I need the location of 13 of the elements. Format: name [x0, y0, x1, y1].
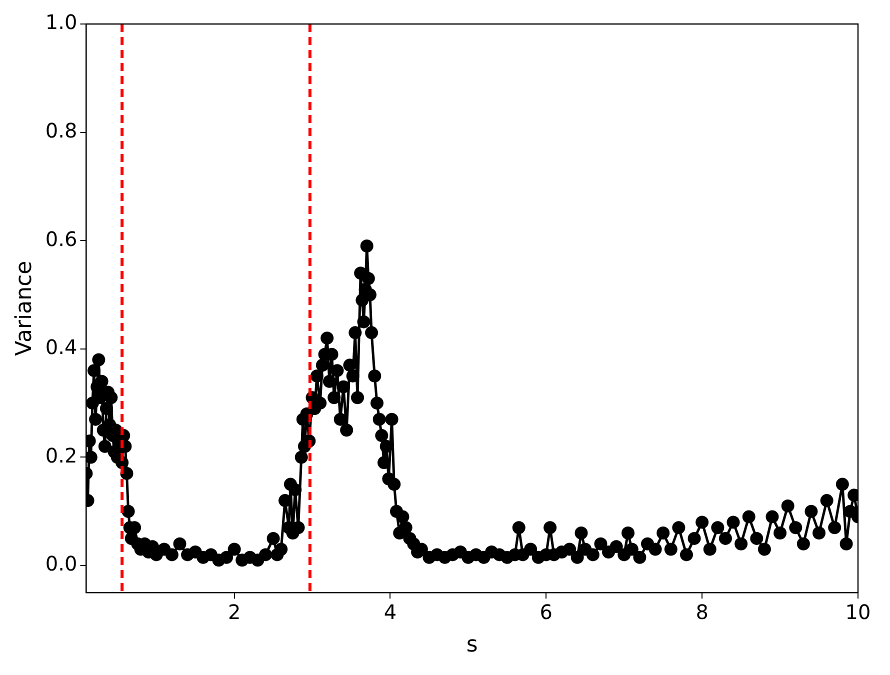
y-tick-label: 0.8: [45, 118, 78, 143]
x-tick-label: 6: [540, 600, 553, 624]
x-axis-title: s: [466, 632, 478, 658]
y-tick-label: 0.0: [45, 552, 78, 576]
y-tick-label: 0.2: [45, 443, 78, 468]
x-tick-label: 10: [845, 600, 871, 624]
y-tick-label: 0.6: [45, 226, 78, 251]
y-axis-title: Variance: [12, 260, 37, 356]
y-tick-label: 1.0: [45, 10, 78, 34]
x-tick-label: 4: [384, 600, 397, 624]
x-tick-label: 8: [696, 600, 708, 624]
y-tick-label: 0.4: [45, 335, 78, 360]
x-tick-label: 2: [228, 600, 241, 624]
